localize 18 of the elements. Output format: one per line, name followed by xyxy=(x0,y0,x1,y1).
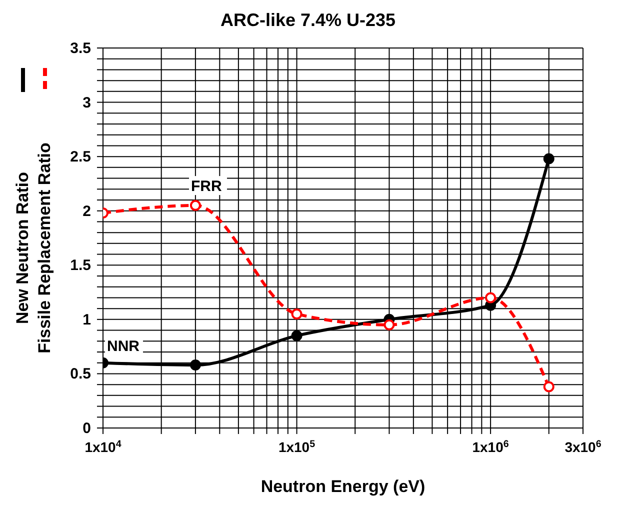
x-tick-label: 3x10$^{6}$ xyxy=(564,438,602,455)
series-label: FRR xyxy=(191,178,222,196)
y-tick-label: 2 xyxy=(82,202,91,220)
text: New Neutron Ratio xyxy=(13,172,32,324)
x-tick-label: 1x10$^{5}$ xyxy=(278,438,316,455)
y-tick-label: 3.5 xyxy=(70,40,91,57)
x-axis-title: Neutron Energy (eV) xyxy=(260,477,426,496)
y-tick-label: 0.5 xyxy=(70,366,91,383)
series-label: NNR xyxy=(107,338,140,355)
y-tick-label: 0 xyxy=(82,420,91,437)
text: Fissile Replacement Ratio xyxy=(35,142,54,354)
chart-title: ARC-like 7.4% U-235 xyxy=(219,10,397,31)
x-tick-label: 1x10$^{6}$ xyxy=(472,438,510,455)
y-tick-label: 3 xyxy=(82,94,91,112)
x-tick-label: 1x10$^{4}$ xyxy=(84,438,122,455)
y-tick-label: 1.5 xyxy=(70,257,91,274)
y-tick-label: 2.5 xyxy=(70,148,91,166)
y-tick-label: 1 xyxy=(82,311,91,328)
